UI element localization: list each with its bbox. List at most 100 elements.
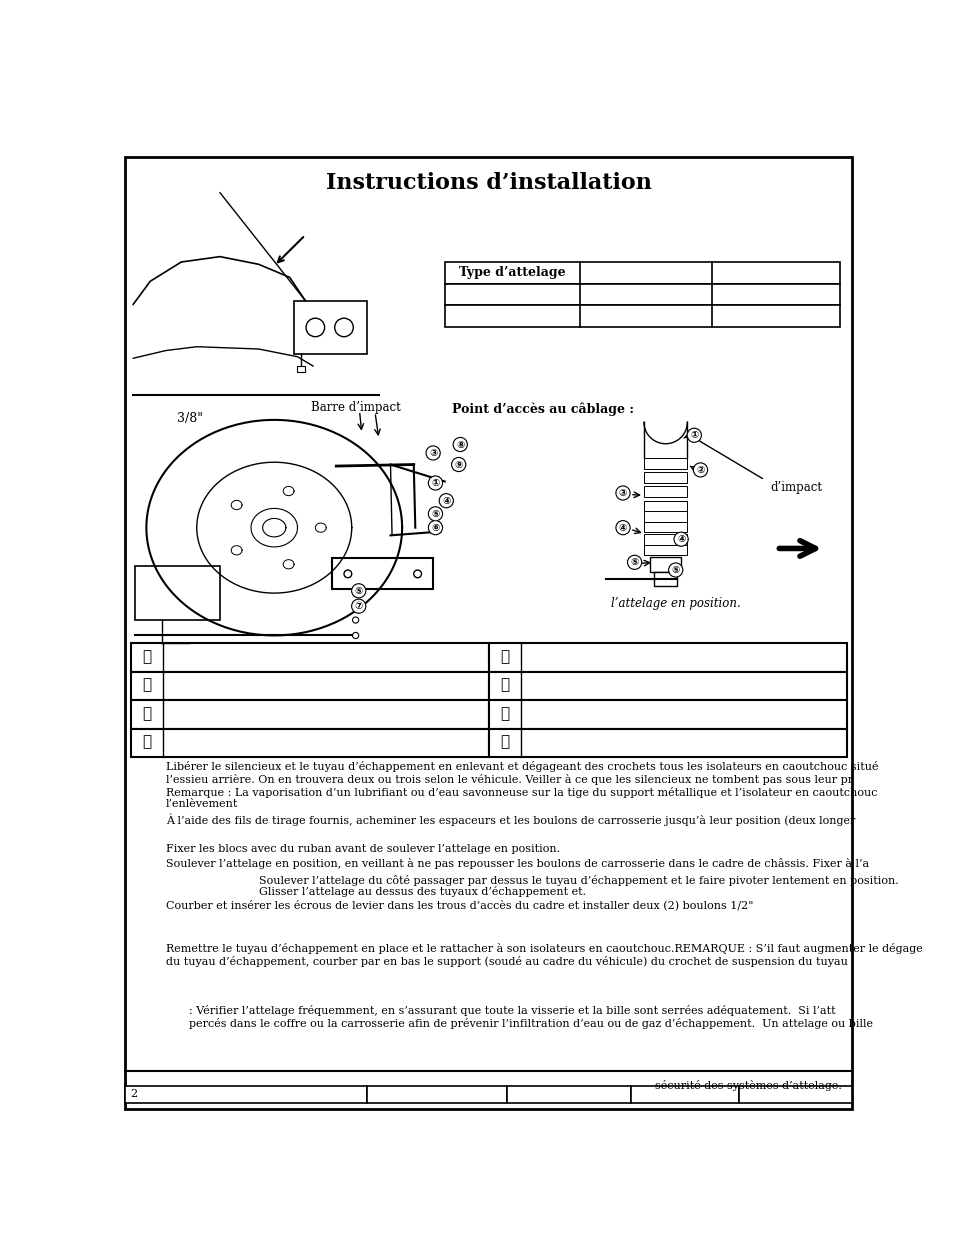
Bar bbox=[131, 729, 488, 757]
Text: ④: ④ bbox=[441, 496, 450, 506]
Text: ①: ① bbox=[142, 650, 152, 664]
Circle shape bbox=[353, 585, 364, 596]
Text: ③: ③ bbox=[429, 449, 436, 457]
Text: Soulever l’attelage en position, en veillant à ne pas repousser les boulons de c: Soulever l’attelage en position, en veil… bbox=[166, 858, 868, 870]
Text: Type d’attelage: Type d’attelage bbox=[458, 267, 565, 279]
Circle shape bbox=[669, 564, 680, 576]
Circle shape bbox=[617, 523, 628, 534]
Text: ⑥: ⑥ bbox=[500, 679, 509, 693]
Circle shape bbox=[675, 534, 686, 545]
Text: ④: ④ bbox=[677, 534, 684, 544]
Circle shape bbox=[429, 523, 441, 534]
Bar bbox=[643, 486, 686, 497]
Text: ⑧: ⑧ bbox=[456, 440, 464, 450]
Circle shape bbox=[429, 477, 441, 489]
Bar bbox=[444, 306, 840, 327]
Text: Barre d’impact: Barre d’impact bbox=[311, 401, 401, 413]
Text: ⑥: ⑥ bbox=[431, 523, 439, 533]
Circle shape bbox=[694, 464, 705, 476]
Circle shape bbox=[453, 437, 467, 451]
Text: ⑧: ⑧ bbox=[500, 736, 509, 749]
Circle shape bbox=[428, 507, 442, 521]
Bar bbox=[643, 459, 686, 469]
Text: l’attelage en position.: l’attelage en position. bbox=[611, 596, 740, 610]
Circle shape bbox=[440, 495, 452, 506]
Bar bbox=[131, 672, 488, 700]
Bar bbox=[297, 366, 305, 372]
Circle shape bbox=[627, 555, 641, 569]
Bar bbox=[506, 1086, 630, 1103]
Text: ①: ① bbox=[431, 477, 439, 487]
Text: ⑦: ⑦ bbox=[500, 707, 509, 720]
Circle shape bbox=[439, 494, 453, 507]
Bar bbox=[488, 729, 846, 757]
Text: À l’aide des fils de tirage fournis, acheminer les espaceurs et les boulons de c: À l’aide des fils de tirage fournis, ach… bbox=[166, 813, 854, 826]
Circle shape bbox=[427, 447, 438, 459]
Circle shape bbox=[628, 556, 639, 568]
Circle shape bbox=[352, 584, 365, 598]
Circle shape bbox=[353, 600, 364, 611]
Bar bbox=[643, 511, 686, 521]
Bar bbox=[488, 643, 846, 672]
Bar bbox=[131, 643, 488, 672]
Text: d’impact: d’impact bbox=[769, 481, 821, 495]
Text: 3/8": 3/8" bbox=[177, 412, 203, 425]
Circle shape bbox=[616, 486, 629, 500]
Text: ③: ③ bbox=[142, 707, 152, 720]
Bar bbox=[643, 521, 686, 533]
Bar bbox=[332, 559, 433, 589]
Bar bbox=[488, 672, 846, 700]
Circle shape bbox=[688, 430, 700, 441]
Circle shape bbox=[693, 462, 707, 477]
Text: Soulever l’attelage du côté passager par dessus le tuyau d’échappement et le fai: Soulever l’attelage du côté passager par… bbox=[258, 875, 898, 886]
Text: Libérer le silencieux et le tuyau d’échappement en enlevant et dégageant des cro: Libérer le silencieux et le tuyau d’écha… bbox=[166, 761, 878, 809]
Text: ⑦: ⑦ bbox=[355, 601, 362, 611]
Text: Remettre le tuyau d’échappement en place et le rattacher à son isolateurs en cao: Remettre le tuyau d’échappement en place… bbox=[166, 944, 922, 967]
Circle shape bbox=[428, 476, 442, 490]
Text: 2: 2 bbox=[130, 1089, 137, 1099]
Text: ②: ② bbox=[696, 465, 704, 475]
Text: ③: ③ bbox=[618, 487, 626, 497]
Circle shape bbox=[426, 446, 439, 460]
Bar bbox=[643, 501, 686, 511]
Text: ①: ① bbox=[689, 430, 698, 440]
Text: ⑤: ⑤ bbox=[671, 565, 679, 575]
Circle shape bbox=[668, 563, 682, 576]
Circle shape bbox=[454, 439, 466, 450]
Text: ④: ④ bbox=[142, 736, 152, 749]
Text: sécurité des systèmes d’attelage.: sécurité des systèmes d’attelage. bbox=[654, 1080, 841, 1091]
Bar bbox=[643, 534, 686, 545]
Circle shape bbox=[352, 599, 365, 613]
Bar bbox=[643, 472, 686, 482]
Circle shape bbox=[452, 457, 465, 471]
Text: : Vérifier l’attelage fréquemment, en s’assurant que toute la visserie et la bil: : Vérifier l’attelage fréquemment, en s’… bbox=[189, 1005, 872, 1029]
Bar bbox=[367, 1086, 506, 1103]
Circle shape bbox=[429, 507, 441, 520]
Text: Courber et insérer les écrous de levier dans les trous d’accès du cadre et insta: Courber et insérer les écrous de levier … bbox=[166, 900, 753, 911]
Circle shape bbox=[616, 521, 629, 535]
Bar bbox=[630, 1086, 739, 1103]
Text: ②: ② bbox=[142, 679, 152, 693]
Text: ⑤: ⑤ bbox=[500, 650, 509, 664]
Text: ⑤: ⑤ bbox=[431, 509, 439, 519]
Bar bbox=[649, 556, 680, 573]
Bar bbox=[739, 1086, 852, 1103]
Circle shape bbox=[453, 459, 464, 470]
Circle shape bbox=[617, 487, 628, 499]
Bar bbox=[643, 545, 686, 555]
Bar bbox=[654, 573, 677, 586]
Bar bbox=[134, 566, 220, 620]
Text: Glisser l’attelage au dessus des tuyaux d’échappement et.: Glisser l’attelage au dessus des tuyaux … bbox=[258, 886, 585, 897]
Bar bbox=[131, 700, 488, 729]
Bar bbox=[488, 700, 846, 729]
Circle shape bbox=[428, 521, 442, 535]
Text: ④: ④ bbox=[618, 523, 626, 533]
Bar bbox=[294, 301, 367, 355]
Circle shape bbox=[674, 533, 687, 546]
Text: Fixer les blocs avec du ruban avant de soulever l’attelage en position.: Fixer les blocs avec du ruban avant de s… bbox=[166, 845, 559, 855]
Text: ⑨: ⑨ bbox=[454, 460, 462, 470]
Circle shape bbox=[686, 429, 700, 442]
Bar bbox=[444, 283, 840, 306]
Bar bbox=[444, 262, 840, 283]
Bar bbox=[125, 1086, 367, 1103]
